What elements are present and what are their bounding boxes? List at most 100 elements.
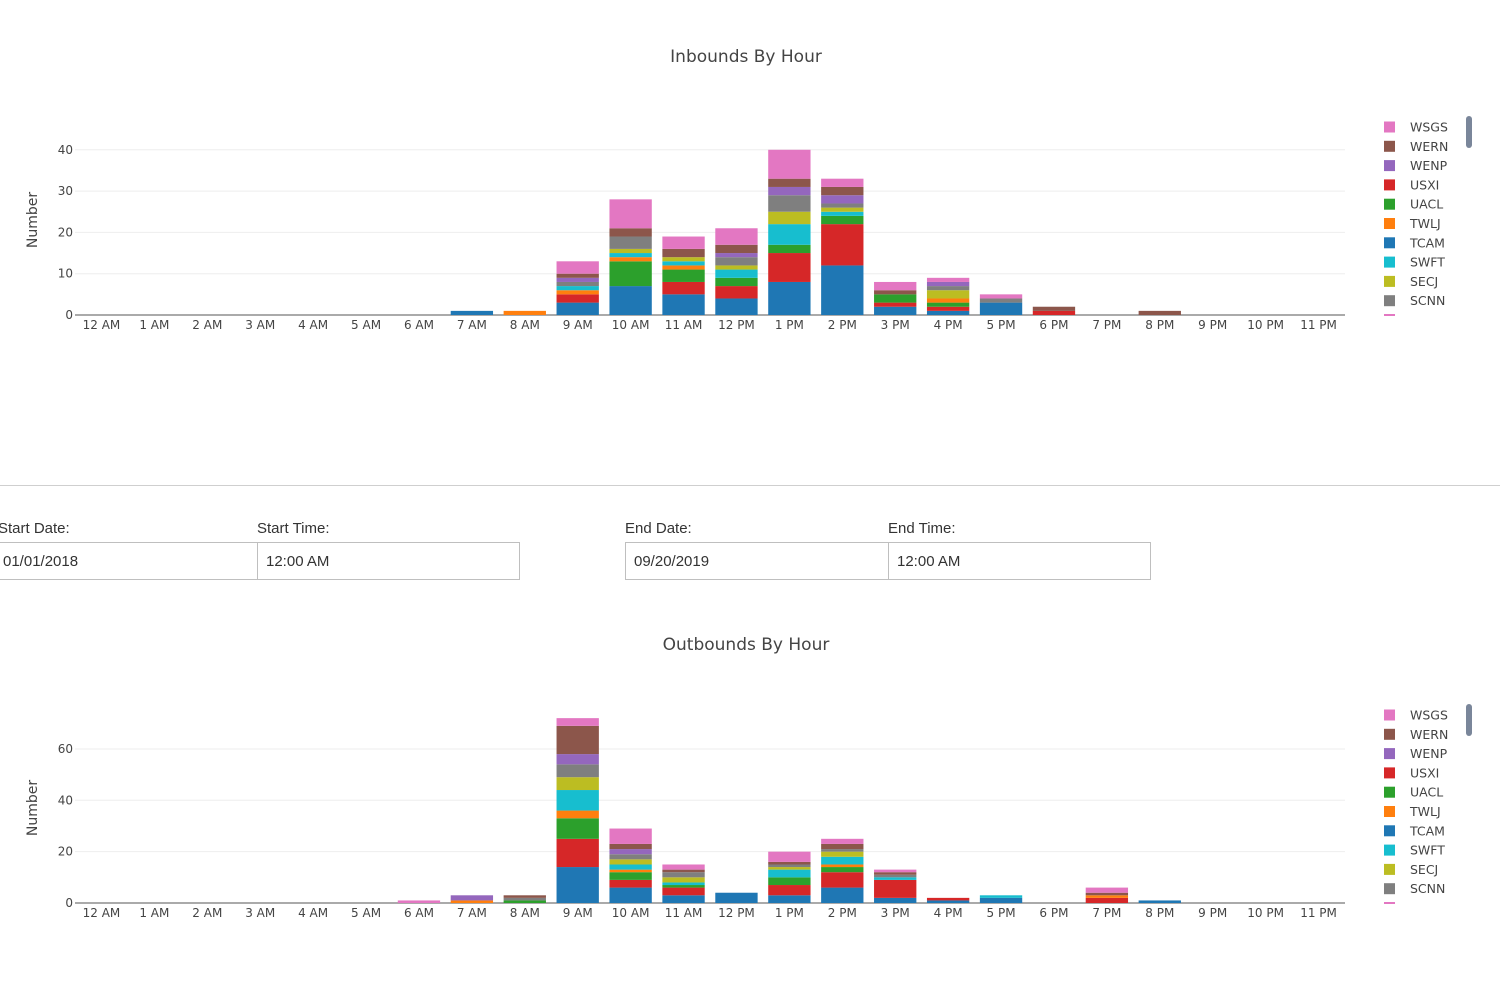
bar-segment-scnn[interactable] bbox=[662, 872, 705, 878]
bar-segment-wsgs[interactable] bbox=[609, 199, 652, 229]
legend-swatch[interactable] bbox=[1384, 198, 1395, 210]
bar-segment-wern[interactable] bbox=[874, 872, 917, 875]
bar-segment-scnn[interactable] bbox=[715, 257, 758, 266]
legend-label[interactable]: UACL bbox=[1410, 785, 1443, 800]
bar-segment-secj[interactable] bbox=[556, 777, 599, 791]
legend-label[interactable]: WSGS bbox=[1410, 708, 1448, 723]
bar-segment-usxi[interactable] bbox=[874, 879, 917, 898]
bar-segment-wsgs[interactable] bbox=[1085, 887, 1129, 893]
bar-segment-secj[interactable] bbox=[768, 867, 811, 870]
bar-segment-tcam[interactable] bbox=[926, 310, 970, 315]
bar-segment-wsgs[interactable] bbox=[821, 178, 864, 187]
legend-label[interactable]: WENP bbox=[1410, 158, 1448, 173]
bar-segment-usxi[interactable] bbox=[768, 885, 811, 896]
bar-segment-tcam[interactable] bbox=[556, 302, 599, 315]
bar-segment-swft[interactable] bbox=[768, 224, 811, 245]
bar-segment-scnn[interactable] bbox=[609, 236, 652, 249]
legend-label[interactable]: TCAM bbox=[1409, 235, 1445, 250]
bar-segment-wern[interactable] bbox=[715, 244, 758, 254]
bar-segment-tcam[interactable] bbox=[662, 895, 705, 903]
bar-segment-uacl[interactable] bbox=[874, 294, 917, 303]
legend-label[interactable]: WERN bbox=[1410, 727, 1448, 742]
bar-segment-wern[interactable] bbox=[821, 843, 864, 850]
bar-segment-scnn[interactable] bbox=[768, 864, 811, 868]
bar-segment-usxi[interactable] bbox=[662, 281, 705, 295]
bar-segment-uacl[interactable] bbox=[926, 302, 970, 307]
bar-segment-usxi[interactable] bbox=[926, 897, 970, 901]
bar-segment-swft[interactable] bbox=[662, 261, 705, 266]
legend-swatch[interactable] bbox=[1384, 275, 1395, 287]
bar-segment-tcam[interactable] bbox=[450, 310, 494, 315]
legend-swatch[interactable] bbox=[1384, 844, 1395, 856]
bar-segment-twlj[interactable] bbox=[926, 298, 970, 303]
bar-segment-wsgs[interactable] bbox=[979, 294, 1023, 299]
bar-segment-swft[interactable] bbox=[821, 211, 864, 216]
bar-segment-swft[interactable] bbox=[609, 864, 652, 870]
bar-segment-tcam[interactable] bbox=[609, 286, 652, 315]
bar-segment-secj[interactable] bbox=[768, 211, 811, 225]
bar-segment-wern[interactable] bbox=[821, 186, 864, 196]
bar-segment-wsgs[interactable] bbox=[609, 828, 652, 844]
bar-segment-wern[interactable] bbox=[1138, 310, 1181, 315]
bar-segment-usxi[interactable] bbox=[926, 306, 970, 311]
end-time-field[interactable]: 12:00 AM bbox=[888, 542, 1151, 580]
bar-segment-wern[interactable] bbox=[768, 178, 811, 187]
bar-segment-wsgs[interactable] bbox=[926, 277, 970, 282]
legend-swatch[interactable] bbox=[1384, 237, 1395, 249]
bar-segment-scnn[interactable] bbox=[821, 849, 864, 852]
bar-segment-wsgs[interactable] bbox=[874, 281, 917, 291]
bar-segment-scnn[interactable] bbox=[768, 195, 811, 212]
bar-segment-secj[interactable] bbox=[662, 257, 705, 262]
bar-segment-uacl[interactable] bbox=[662, 269, 705, 282]
legend-swatch[interactable] bbox=[1384, 863, 1395, 875]
bar-segment-uacl[interactable] bbox=[609, 872, 652, 880]
bar-segment-wsgs[interactable] bbox=[397, 900, 441, 903]
bar-segment-wenp[interactable] bbox=[609, 849, 652, 855]
bar-segment-tcam[interactable] bbox=[768, 281, 811, 315]
legend-label[interactable]: TWLJ bbox=[1409, 804, 1441, 819]
start-time-field[interactable]: 12:00 AM bbox=[257, 542, 520, 580]
legend-label[interactable]: SCNN bbox=[1410, 881, 1445, 896]
bar-segment-wsgs[interactable] bbox=[821, 838, 864, 844]
legend-swatch[interactable] bbox=[1384, 767, 1395, 779]
bar-segment-wenp[interactable] bbox=[715, 253, 758, 258]
legend-swatch[interactable] bbox=[1384, 121, 1395, 133]
bar-segment-swft[interactable] bbox=[556, 790, 599, 811]
inbounds-legend-scrollbar[interactable] bbox=[1466, 116, 1472, 148]
bar-segment-swft[interactable] bbox=[556, 286, 599, 291]
bar-segment-scnn[interactable] bbox=[556, 764, 599, 778]
legend-label[interactable]: WENP bbox=[1410, 746, 1448, 761]
bar-segment-usxi[interactable] bbox=[556, 838, 599, 868]
bar-segment-scnn[interactable] bbox=[556, 281, 599, 287]
bar-segment-usxi[interactable] bbox=[821, 224, 864, 266]
legend-label[interactable]: SECJ bbox=[1410, 862, 1438, 877]
legend-swatch[interactable] bbox=[1384, 256, 1395, 268]
bar-segment-wsgs[interactable] bbox=[556, 261, 599, 274]
bar-segment-secj[interactable] bbox=[926, 290, 970, 299]
bar-segment-usxi[interactable] bbox=[821, 872, 864, 888]
bar-segment-uacl[interactable] bbox=[821, 867, 864, 873]
bar-segment-usxi[interactable] bbox=[768, 253, 811, 282]
bar-segment-wsgs[interactable] bbox=[874, 869, 917, 873]
bar-segment-usxi[interactable] bbox=[662, 887, 705, 896]
bar-segment-swft[interactable] bbox=[979, 895, 1023, 898]
bar-segment-scnn[interactable] bbox=[503, 897, 546, 901]
bar-segment-wsgs[interactable] bbox=[662, 236, 705, 249]
bar-segment-tcam[interactable] bbox=[874, 897, 917, 903]
legend-swatch[interactable] bbox=[1384, 140, 1395, 152]
bar-segment-twlj[interactable] bbox=[609, 869, 652, 873]
bar-segment-tcam[interactable] bbox=[874, 306, 917, 315]
start-date-field[interactable]: 01/01/2018 bbox=[0, 542, 258, 580]
bar-segment-wern[interactable] bbox=[556, 273, 599, 278]
bar-segment-twlj[interactable] bbox=[556, 810, 599, 819]
bar-segment-wenp[interactable] bbox=[556, 277, 599, 282]
legend-label[interactable]: USXI bbox=[1410, 765, 1439, 780]
legend-label[interactable]: SCNN bbox=[1410, 293, 1445, 308]
bar-segment-twlj[interactable] bbox=[556, 290, 599, 295]
bar-segment-uacl[interactable] bbox=[715, 277, 758, 287]
bar-segment-uacl[interactable] bbox=[768, 877, 811, 886]
legend-label[interactable]: TCAM bbox=[1409, 823, 1445, 838]
bar-segment-wern[interactable] bbox=[662, 869, 705, 873]
bar-segment-uacl[interactable] bbox=[768, 244, 811, 254]
bar-segment-scnn[interactable] bbox=[821, 203, 864, 208]
